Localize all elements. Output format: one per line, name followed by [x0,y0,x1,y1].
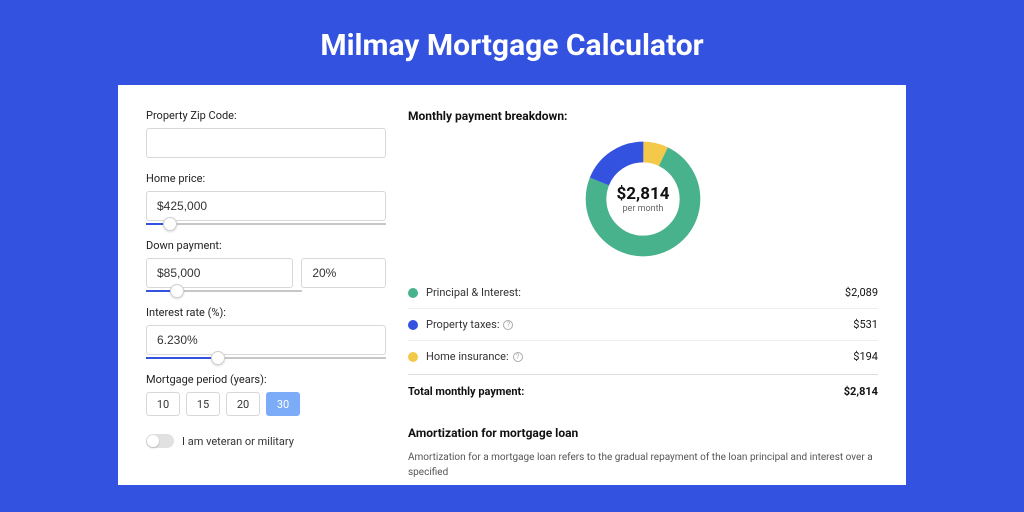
period-btn-20[interactable]: 20 [226,392,260,416]
down-pct-input[interactable] [301,258,386,288]
veteran-label: I am veteran or military [182,435,294,448]
donut-amount: $2,814 [617,184,670,204]
total-label: Total monthly payment: [408,385,844,398]
donut-wrap: $2,814 per month [408,137,878,261]
donut-center: $2,814 per month [617,184,670,214]
breakdown-title: Monthly payment breakdown: [408,109,878,123]
period-btn-10[interactable]: 10 [146,392,180,416]
info-icon[interactable]: ? [503,320,513,330]
amort-text: Amortization for a mortgage loan refers … [408,450,878,480]
zip-label: Property Zip Code: [146,109,386,122]
legend-dot [408,288,418,298]
period-field: Mortgage period (years): 10152030 [146,373,386,416]
total-value: $2,814 [844,385,878,398]
breakdown-row: Property taxes:?$531 [408,309,878,341]
info-icon[interactable]: ? [513,352,523,362]
rate-input[interactable] [146,325,386,355]
rate-slider[interactable] [146,357,386,359]
zip-field: Property Zip Code: [146,109,386,158]
legend-dot [408,352,418,362]
price-input[interactable] [146,191,386,221]
price-field: Home price: [146,172,386,225]
form-column: Property Zip Code: Home price: Down paym… [146,109,386,461]
price-slider-thumb[interactable] [163,217,177,231]
rate-slider-thumb[interactable] [211,351,225,365]
calculator-card: Property Zip Code: Home price: Down paym… [118,85,906,485]
breakdown-label: Home insurance:? [426,350,853,363]
rate-label: Interest rate (%): [146,306,386,319]
period-btn-30[interactable]: 30 [266,392,300,416]
down-slider-thumb[interactable] [170,284,184,298]
period-label: Mortgage period (years): [146,373,386,386]
breakdown-label: Principal & Interest: [426,286,845,299]
down-slider[interactable] [146,290,302,292]
donut-chart: $2,814 per month [581,137,705,261]
breakdown-column: Monthly payment breakdown: $2,814 per mo… [408,109,878,461]
donut-sub: per month [617,204,670,214]
breakdown-value: $531 [853,318,878,331]
total-row: Total monthly payment: $2,814 [408,374,878,408]
zip-input[interactable] [146,128,386,158]
amort-title: Amortization for mortgage loan [408,426,878,440]
period-btn-15[interactable]: 15 [186,392,220,416]
down-label: Down payment: [146,239,386,252]
breakdown-value: $2,089 [845,286,878,299]
breakdown-value: $194 [853,350,878,363]
legend-dot [408,320,418,330]
down-input[interactable] [146,258,293,288]
veteran-row: I am veteran or military [146,434,386,448]
page-header: Milmay Mortgage Calculator [0,0,1024,85]
price-slider[interactable] [146,223,386,225]
breakdown-row: Home insurance:?$194 [408,341,878,372]
down-field: Down payment: [146,239,386,292]
rate-field: Interest rate (%): [146,306,386,359]
breakdown-row: Principal & Interest:$2,089 [408,277,878,309]
page-title: Milmay Mortgage Calculator [0,28,1024,63]
veteran-toggle[interactable] [146,434,174,448]
price-label: Home price: [146,172,386,185]
breakdown-label: Property taxes:? [426,318,853,331]
